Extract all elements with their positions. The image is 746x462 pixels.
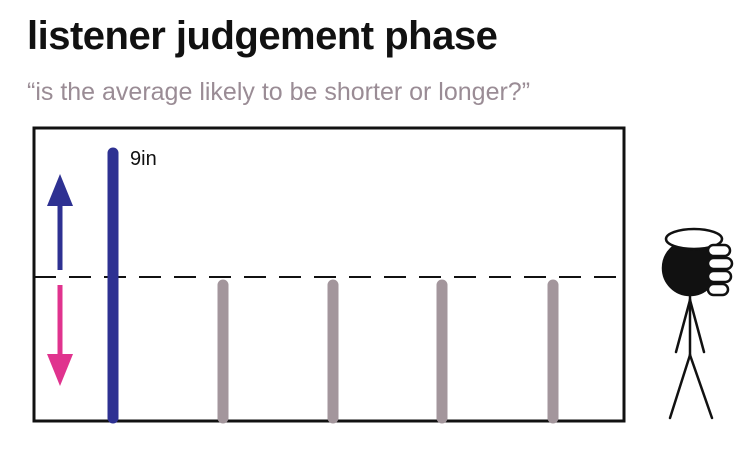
listener-figure-icon (661, 227, 734, 420)
question-subtitle: “is the average likely to be shorter or … (27, 78, 531, 106)
page-title: listener judgement phase (27, 14, 498, 58)
down-arrow-icon (47, 285, 73, 386)
highlighted-bar-label: 9in (130, 148, 157, 170)
up-arrow-icon (47, 174, 73, 270)
